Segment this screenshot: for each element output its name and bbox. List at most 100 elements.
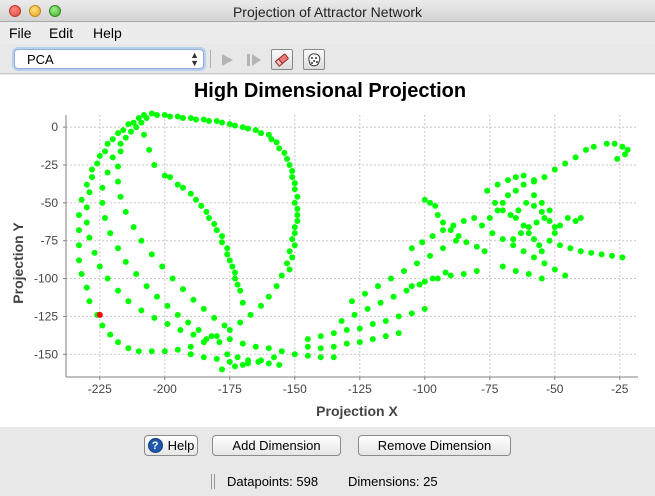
data-point [239,361,246,368]
menu-file[interactable]: File [9,25,32,41]
data-point [512,187,519,194]
data-point [408,310,415,317]
data-point [551,166,558,173]
data-point [512,267,519,274]
data-point [203,208,210,215]
data-point [421,305,428,312]
close-window-button[interactable] [9,5,21,17]
step-button[interactable] [243,49,265,70]
data-point [133,124,140,131]
data-point [164,320,171,327]
data-point [125,298,132,305]
data-point [86,189,93,196]
data-point [232,275,238,282]
data-point [395,313,402,320]
data-point [115,339,121,346]
data-point [427,252,433,259]
data-point [294,211,301,218]
data-point [520,181,527,188]
x-tick-label: -75 [481,382,499,396]
data-point [115,287,121,294]
data-point [369,336,376,343]
data-point [190,296,197,303]
data-point [291,351,298,358]
clear-button[interactable] [271,49,293,70]
data-point [76,242,82,249]
data-point [224,251,231,258]
data-point [317,345,324,352]
projection-chart[interactable]: High Dimensional Projection -225 -200 -175… [0,75,655,427]
data-point [330,354,337,361]
data-point [551,224,558,231]
data-point [109,136,116,143]
data-point [343,340,350,347]
data-point [99,184,106,191]
data-point [193,196,199,203]
data-point [304,352,311,359]
data-point [531,192,537,199]
y-axis-label: Projection Y [10,222,26,304]
play-button[interactable] [216,49,238,70]
menu-bar: File Edit Help [0,22,655,44]
data-point [193,116,199,123]
data-point [154,112,160,118]
data-point [343,327,350,334]
data-point [180,184,186,191]
data-point [463,239,470,246]
data-point [289,174,296,181]
data-point [351,311,358,318]
data-point [434,275,441,282]
data-point [213,118,220,125]
data-point [421,196,428,203]
add-dimension-button[interactable]: Add Dimension [212,435,341,456]
x-tick-label: -200 [153,382,177,396]
data-point [161,112,168,118]
data-point [510,242,517,249]
data-point [562,160,569,167]
data-point [115,245,121,252]
minimize-window-button[interactable] [29,5,41,17]
data-point [232,122,238,129]
data-point [234,281,241,288]
data-point [125,121,132,128]
help-button[interactable]: ? Help [144,435,198,456]
status-grip [211,474,215,489]
data-point [102,214,108,221]
help-icon: ? [147,438,163,453]
scatter-plot[interactable]: High Dimensional Projection -225 -200 -175… [0,75,655,427]
footer-panel: ? Help Add Dimension Remove Dimension Da… [0,427,655,496]
data-point [86,234,93,241]
data-point [167,113,173,120]
data-point [78,271,85,278]
data-point [624,146,631,153]
data-point [107,331,114,338]
data-point [356,339,363,346]
data-point [203,336,210,343]
data-point [130,119,137,126]
menu-edit[interactable]: Edit [49,25,74,41]
data-point [164,302,171,309]
y-tick-label: -75 [41,234,59,248]
menu-help[interactable]: Help [93,25,122,41]
grid-lines [66,115,638,377]
data-point [200,116,207,123]
projection-method-select[interactable]: PCA ▲ ▼ [14,49,204,69]
data-point [429,275,436,282]
data-point [460,271,467,278]
data-point [195,327,202,334]
data-point [489,230,496,237]
data-point [291,180,298,187]
data-point [520,248,527,255]
data-point [206,118,212,125]
data-point [107,230,114,237]
data-point [271,354,277,361]
randomize-button[interactable] [303,49,325,70]
remove-dimension-button[interactable]: Remove Dimension [358,435,511,456]
data-point [151,314,158,321]
data-point [289,236,296,243]
zoom-window-button[interactable] [49,5,61,17]
data-point [167,174,173,181]
data-point [78,196,85,203]
data-point [180,115,186,122]
data-point [362,290,368,297]
